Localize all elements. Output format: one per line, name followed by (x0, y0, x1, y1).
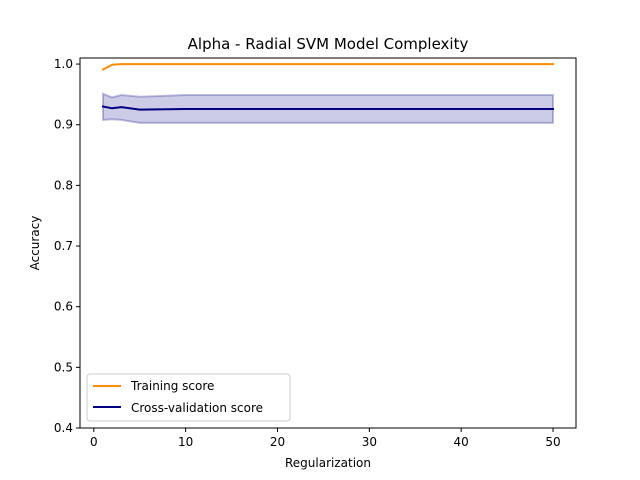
legend: Training score Cross-validation score (86, 373, 291, 422)
legend-label-training: Training score (130, 379, 214, 393)
y-tick-label: 0.6 (54, 300, 73, 314)
x-tick-label: 0 (90, 435, 98, 449)
y-tick-label: 0.9 (54, 118, 73, 132)
x-axis-label: Regularization (285, 456, 371, 470)
line-cross-validation-score (101, 105, 554, 111)
x-tick-label: 30 (362, 435, 377, 449)
legend-label-cross-validation: Cross-validation score (131, 401, 263, 415)
y-tick-label: 0.8 (54, 178, 73, 192)
y-tick-label: 1.0 (54, 57, 73, 71)
y-tick-label: 0.7 (54, 239, 73, 253)
x-tick-label: 40 (454, 435, 469, 449)
x-tick-label: 20 (270, 435, 285, 449)
chart-title: Alpha - Radial SVM Model Complexity (188, 35, 469, 53)
plot-area (101, 63, 554, 124)
line-training-score (101, 63, 554, 71)
y-axis-label: Accuracy (28, 216, 42, 271)
y-tick-label: 0.4 (54, 421, 73, 435)
axis-ticks: 0 10 20 30 40 50 0.4 0.5 0.6 0.7 0.8 0.9 1.0 (54, 57, 561, 449)
x-tick-label: 50 (545, 435, 560, 449)
x-tick-label: 10 (178, 435, 193, 449)
axes-frame (79, 57, 577, 429)
legend-box (86, 373, 291, 422)
y-tick-label: 0.5 (54, 360, 73, 374)
